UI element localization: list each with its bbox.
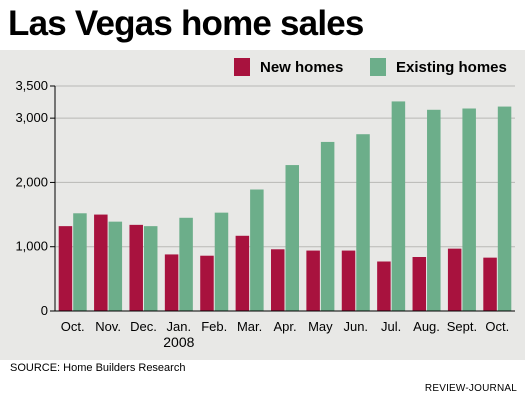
x-tick-label: Jul.	[381, 319, 401, 334]
legend-item-new-homes: New homes	[234, 56, 343, 78]
bar-new-homes	[129, 224, 143, 311]
bar-existing-homes	[462, 108, 476, 311]
y-tick-label: 0	[41, 303, 48, 318]
x-tick-label: Sept.	[447, 319, 477, 334]
legend-item-existing-homes: Existing homes	[370, 56, 507, 78]
bar-new-homes	[483, 257, 497, 311]
bar-existing-homes	[214, 212, 229, 311]
year-annotation: 2008	[163, 334, 194, 350]
x-tick-label: Apr.	[273, 319, 296, 334]
y-tick-label: 3,500	[15, 78, 48, 93]
publisher-credit: REVIEW-JOURNAL	[424, 383, 517, 394]
y-tick-label: 2,000	[15, 174, 48, 189]
x-tick-label: Aug.	[413, 319, 440, 334]
bar-existing-homes	[179, 217, 193, 311]
chart-title: Las Vegas home sales	[8, 4, 364, 43]
x-tick-label: Oct.	[61, 319, 85, 334]
bar-existing-homes	[285, 165, 299, 311]
bar-new-homes	[235, 235, 250, 311]
x-tick-label: May	[308, 319, 333, 334]
x-tick-label: Nov.	[95, 319, 121, 334]
legend-swatch-existing-homes	[370, 58, 386, 76]
legend-label-new-homes: New homes	[260, 58, 344, 76]
legend-label-existing-homes: Existing homes	[396, 58, 507, 76]
bar-new-homes	[412, 257, 427, 311]
gridlines	[55, 85, 515, 248]
x-tick-label: Feb.	[201, 319, 227, 334]
bar-new-homes	[200, 255, 214, 311]
bar-existing-homes	[427, 109, 441, 312]
bar-existing-homes	[108, 221, 123, 311]
bar-new-homes	[341, 250, 356, 311]
bar-new-homes	[447, 248, 462, 311]
x-tick-label: Dec.	[130, 319, 157, 334]
tick-labels: 0 1,000 2,000 3,000 3,500 Oct. Nov. Dec. Jan.200…	[15, 78, 509, 350]
legend-swatch-new-homes	[234, 58, 250, 76]
bar-existing-homes	[73, 213, 87, 311]
bar-existing-homes	[320, 141, 335, 311]
axes	[50, 85, 515, 312]
bar-existing-homes	[250, 189, 264, 311]
bar-new-homes	[58, 226, 73, 311]
bar-new-homes	[306, 250, 320, 311]
x-tick-label: Oct.	[485, 319, 509, 334]
bar-existing-homes	[391, 101, 406, 311]
bar-new-homes	[377, 261, 391, 311]
x-tick-label: Jun.	[343, 319, 368, 334]
bar-new-homes	[164, 254, 179, 311]
bar-existing-homes	[356, 134, 370, 311]
bars	[58, 101, 512, 312]
bar-existing-homes	[143, 226, 158, 311]
bar-new-homes	[94, 214, 108, 311]
bar-existing-homes	[497, 106, 512, 311]
x-tick-label: Jan.	[167, 319, 192, 334]
bar-new-homes	[271, 249, 285, 311]
y-tick-label: 3,000	[15, 110, 48, 125]
y-tick-label: 1,000	[15, 239, 48, 254]
x-tick-label: Mar.	[237, 319, 262, 334]
source-note: SOURCE: Home Builders Research	[10, 362, 186, 374]
